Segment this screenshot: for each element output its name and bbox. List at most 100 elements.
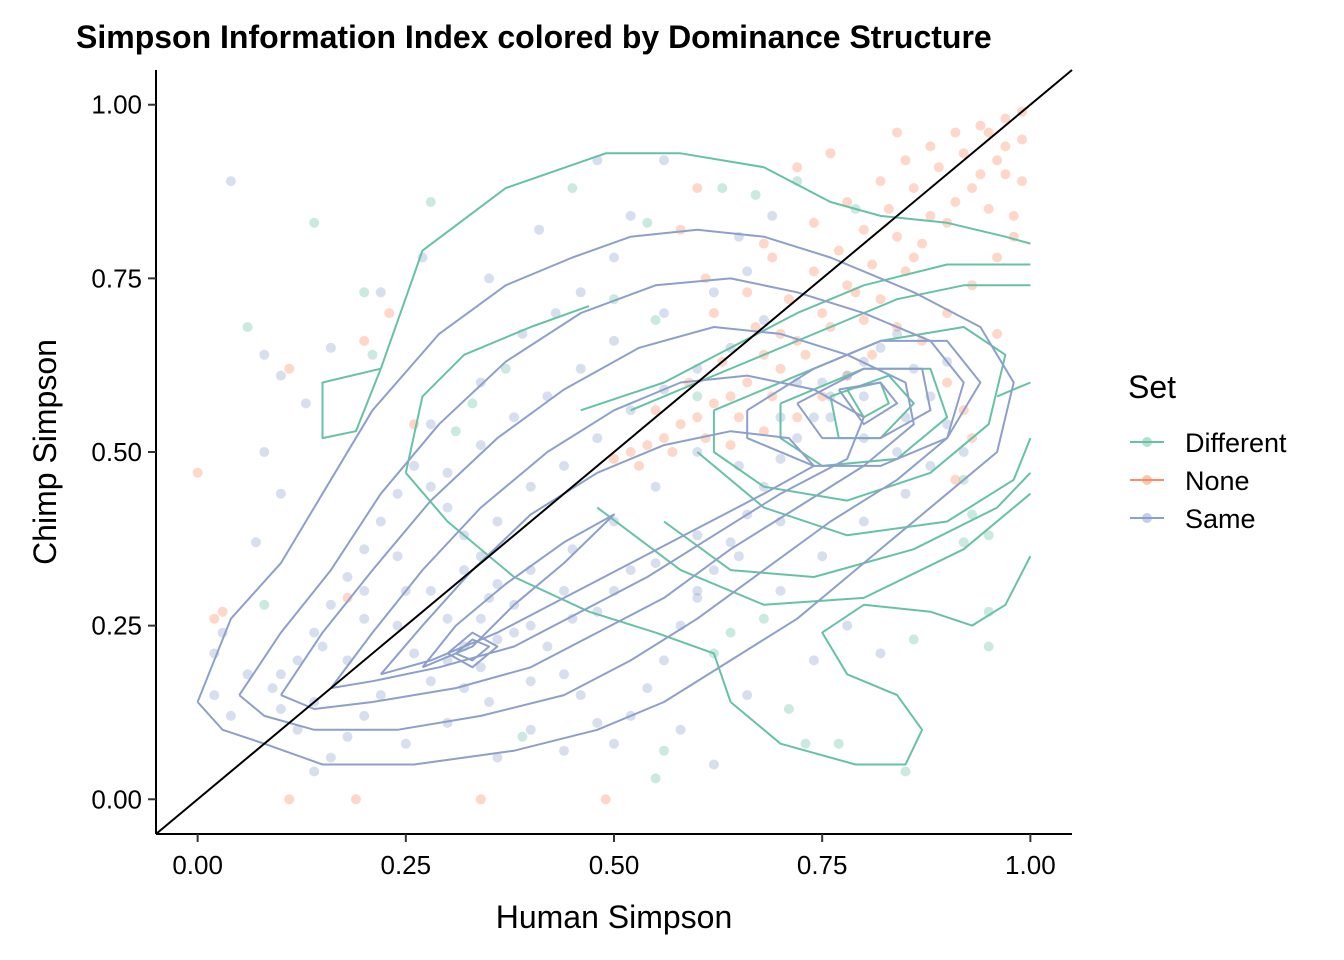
point-same: [225, 176, 236, 187]
point-same: [892, 447, 903, 457]
series-same: [209, 155, 969, 777]
point-same: [267, 683, 278, 694]
point-same: [925, 460, 936, 471]
point-same: [817, 551, 828, 562]
point-none: [733, 412, 744, 423]
point-same: [692, 585, 703, 596]
x-tick-label: 0.50: [589, 850, 640, 880]
point-same: [592, 717, 603, 728]
point-same: [825, 412, 836, 423]
point-same: [359, 585, 370, 596]
chart-title: Simpson Information Index colored by Dom…: [76, 19, 992, 55]
point-same: [559, 669, 569, 680]
point-same: [725, 537, 736, 548]
point-same: [492, 752, 503, 763]
contour-line-different: [580, 263, 1031, 412]
point-none: [708, 398, 719, 409]
point-none: [692, 183, 703, 194]
contour-line-different: [596, 492, 1032, 606]
point-same: [359, 710, 370, 721]
point-same: [659, 655, 669, 666]
point-none: [650, 405, 661, 416]
y-tick-label: 1.00: [91, 90, 142, 120]
point-different: [450, 426, 461, 437]
point-same: [808, 412, 819, 423]
point-none: [800, 349, 811, 360]
identity-line: [155, 69, 1073, 835]
point-same: [442, 502, 453, 513]
contour-line-same: [380, 430, 815, 676]
point-none: [950, 197, 961, 207]
contour-line-different: [829, 374, 915, 440]
point-same: [625, 210, 636, 221]
point-same: [775, 585, 786, 596]
point-same: [484, 273, 495, 284]
point-none: [625, 447, 636, 457]
point-none: [825, 148, 836, 159]
point-same: [875, 648, 886, 659]
point-same: [625, 565, 636, 576]
point-none: [350, 794, 361, 805]
point-different: [692, 391, 703, 402]
point-same: [659, 155, 669, 166]
point-none: [992, 155, 1003, 166]
point-different: [650, 315, 661, 325]
point-none: [917, 238, 928, 249]
point-same: [525, 481, 536, 492]
point-none: [950, 127, 961, 138]
contour-line-different: [404, 305, 590, 474]
point-same: [275, 669, 286, 680]
point-none: [692, 412, 703, 423]
point-none: [750, 322, 761, 332]
point-none: [667, 447, 678, 457]
point-different: [500, 363, 511, 374]
point-same: [559, 460, 569, 471]
point-none: [983, 127, 994, 138]
point-same: [567, 613, 578, 624]
point-none: [783, 294, 794, 305]
point-same: [675, 724, 686, 735]
point-different: [309, 217, 320, 228]
point-same: [359, 544, 370, 555]
legend-label-different: Different: [1185, 428, 1287, 458]
point-none: [1008, 210, 1019, 221]
point-different: [833, 738, 844, 749]
point-none: [858, 315, 869, 325]
point-same: [534, 224, 545, 235]
point-none: [992, 328, 1003, 339]
point-none: [925, 210, 936, 221]
point-same: [525, 676, 536, 687]
point-same: [259, 447, 270, 457]
point-same: [758, 315, 769, 325]
point-same: [575, 690, 586, 701]
point-same: [659, 308, 669, 319]
legend-label-none: None: [1185, 466, 1250, 496]
point-same: [292, 655, 303, 666]
point-same: [259, 349, 270, 360]
point-same: [650, 481, 661, 492]
point-none: [875, 294, 886, 305]
point-same: [392, 488, 403, 499]
point-none: [908, 252, 919, 263]
point-same: [708, 287, 719, 298]
point-same: [792, 433, 803, 444]
point-none: [808, 217, 819, 228]
y-ticks: 0.00 0.25 0.50 0.75 1.00: [91, 90, 156, 814]
point-same: [392, 620, 403, 631]
contour-line-same: [238, 277, 965, 731]
legend-key-none: [1130, 475, 1164, 485]
point-different: [517, 731, 528, 742]
point-different: [800, 738, 811, 749]
point-none: [867, 349, 878, 360]
x-tick-label: 1.00: [1005, 850, 1056, 880]
point-same: [425, 481, 436, 492]
point-same: [459, 565, 470, 576]
point-same: [409, 648, 420, 659]
point-different: [967, 509, 978, 520]
contours-different: [321, 152, 1032, 766]
point-different: [242, 322, 253, 332]
point-different: [642, 217, 653, 228]
y-tick-label: 0.75: [91, 263, 142, 293]
point-none: [792, 162, 803, 173]
point-different: [758, 613, 769, 624]
